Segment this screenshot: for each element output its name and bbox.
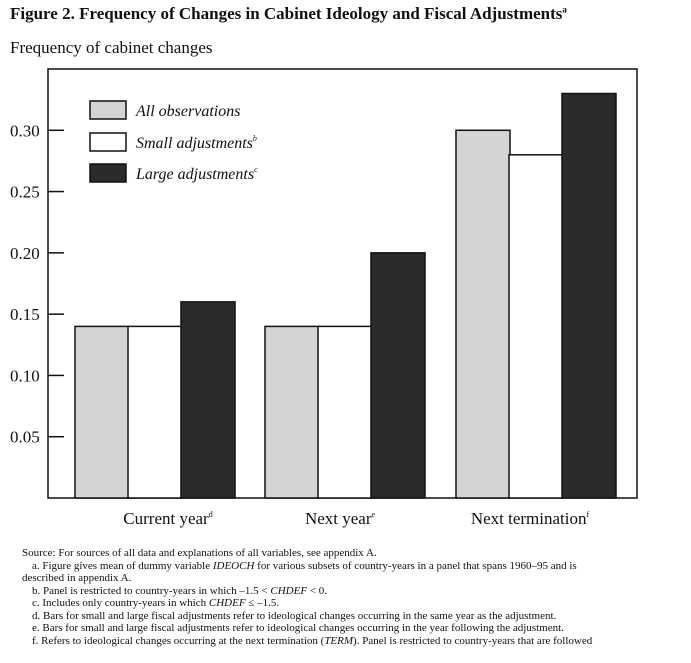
note-a: a. Figure gives mean of dummy variable I… (32, 559, 577, 572)
note-f: f. Refers to ideological changes occurri… (32, 634, 593, 647)
bar-2-2 (561, 92, 617, 499)
y-axis-label: Frequency of cabinet changes (10, 38, 213, 57)
note-c: c. Includes only country-years in which … (32, 597, 280, 609)
legend-label-0: All observations (135, 103, 240, 120)
y-tick-label-3: 0.20 (10, 244, 40, 263)
note-e: e. Bars for small and large fiscal adjus… (32, 622, 564, 634)
y-tick-label-2: 0.15 (10, 305, 40, 324)
figure-title-text: Figure 2. Frequency of Changes in Cabine… (10, 4, 563, 23)
legend-label-1: Small adjustmentsb (136, 134, 257, 152)
bar-0-1 (127, 325, 183, 499)
note-b: b. Panel is restricted to country-years … (32, 584, 328, 597)
x-tick-label-0: Current yeard (123, 509, 212, 528)
legend-swatch-1 (89, 132, 127, 152)
legend-swatch-2 (89, 163, 127, 183)
figure-notes: Source: For sources of all data and expl… (22, 547, 672, 647)
y-tick-label-5: 0.30 (10, 121, 40, 140)
bar-0-0 (74, 325, 130, 499)
bar-1-1 (317, 325, 373, 499)
figure-title: Figure 2. Frequency of Changes in Cabine… (10, 4, 567, 24)
bar-1-0 (264, 325, 320, 499)
x-tick-label-2: Next terminationf (471, 509, 590, 528)
legend-label-2: Large adjustmentsc (135, 165, 258, 183)
note-a-continued: described in appendix A. (22, 572, 132, 584)
legend-swatch-0 (89, 100, 127, 120)
bar-chart: 0.05 0.10 0.15 0.20 0.25 0.30 Current yeard Nex… (10, 68, 638, 528)
note-d: d. Bars for small and large fiscal adjus… (32, 609, 557, 622)
y-tick-label-4: 0.25 (10, 183, 40, 202)
y-tick-label-0: 0.05 (10, 428, 40, 447)
bar-0-2 (180, 301, 236, 499)
y-tick-label-1: 0.10 (10, 366, 40, 385)
note-source: Source: For sources of all data and expl… (22, 547, 377, 559)
figure-title-note: a (562, 4, 567, 15)
bar-2-1 (508, 154, 564, 499)
x-tick-label-1: Next yeare (305, 509, 376, 528)
bar-2-0 (455, 129, 511, 499)
bar-1-2 (370, 252, 426, 499)
